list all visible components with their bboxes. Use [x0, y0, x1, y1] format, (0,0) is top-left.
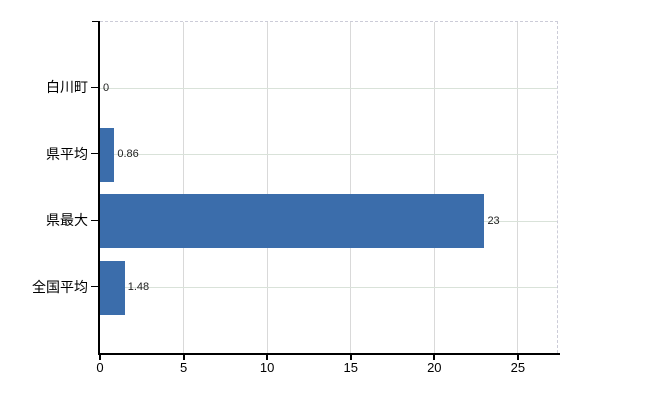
category-label: 白川町: [46, 79, 88, 96]
x-axis-tick: [182, 355, 185, 360]
horizontal-gridline: [100, 87, 557, 89]
bar-value-label: 1.48: [127, 281, 150, 294]
bar-value-label: 0.86: [117, 148, 139, 161]
x-axis-tick: [516, 355, 519, 360]
x-axis-tick-label: 25: [510, 360, 526, 375]
y-axis-top-tick: [92, 21, 100, 22]
bar-value-label: 23: [487, 214, 500, 227]
bar: [100, 127, 115, 182]
x-axis-tick: [99, 355, 101, 360]
vertical-gridline: [350, 22, 352, 353]
y-axis-tick: [91, 219, 99, 221]
x-axis-tick: [349, 355, 352, 360]
x-axis-tick-label: 10: [259, 360, 275, 375]
vertical-gridline: [266, 22, 268, 353]
x-axis-line: [98, 353, 560, 355]
horizontal-gridline: [100, 154, 557, 156]
vertical-gridline: [517, 22, 519, 353]
x-axis-tick-label: 5: [179, 360, 188, 375]
category-label: 県平均: [46, 145, 88, 162]
category-label: 県最大: [46, 212, 88, 229]
y-axis-tick: [91, 153, 99, 155]
x-axis-tick: [433, 355, 436, 360]
horizontal-gridline: [100, 287, 557, 289]
x-axis-tick-label: 15: [343, 360, 358, 375]
vertical-gridline: [433, 22, 435, 353]
category-label: 全国平均: [32, 278, 88, 295]
vertical-gridline: [183, 22, 185, 353]
y-axis-tick: [91, 286, 99, 288]
x-axis-tick-label: 0: [96, 360, 104, 375]
plot-area: 0 0.86 23 1.48: [100, 21, 558, 353]
bar-value-label: 0: [103, 81, 110, 94]
x-axis-tick: [266, 355, 269, 360]
y-axis-tick: [91, 86, 99, 88]
y-axis-line: [98, 21, 100, 355]
bar: [100, 260, 125, 315]
bar: [100, 194, 485, 249]
x-axis-tick-label: 20: [427, 360, 442, 375]
